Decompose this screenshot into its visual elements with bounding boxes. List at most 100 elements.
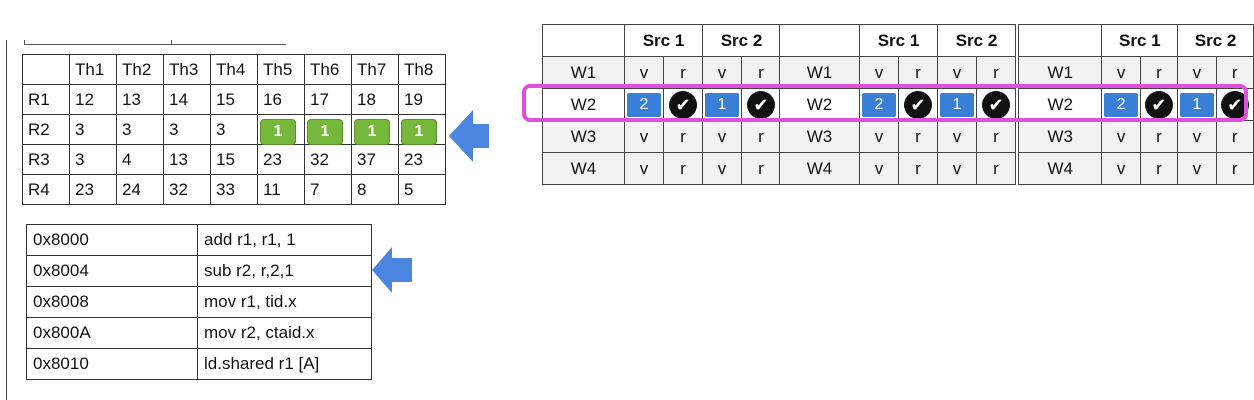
- register-header-cell: Th4: [210, 54, 258, 85]
- register-header-cell: Th6: [304, 54, 352, 85]
- warp-row-w1: W1 v r v r: [542, 56, 781, 89]
- valid-flag: v: [937, 152, 977, 185]
- warp-name: W1: [1017, 56, 1103, 89]
- valid-flag: v: [859, 152, 899, 185]
- warp-row-w2: W2 2 ✔ 1 ✔: [779, 88, 1016, 121]
- check-circle-icon: ✔: [982, 90, 1010, 119]
- src-id-badge: 1: [1179, 92, 1214, 117]
- valid-flag: v: [937, 120, 977, 153]
- register-value: 8: [351, 174, 399, 205]
- instruction-address: 0x8010: [26, 348, 198, 380]
- register-value: 7: [304, 174, 352, 205]
- register-value: 13: [116, 84, 164, 115]
- src-value-cell: 2: [624, 88, 664, 121]
- instruction-address: 0x8008: [26, 286, 198, 318]
- ready-flag: r: [663, 152, 703, 185]
- ready-cell: ✔: [976, 88, 1016, 121]
- ready-flag: r: [1139, 56, 1179, 89]
- src-id-badge: 1: [705, 92, 739, 117]
- ready-flag: r: [1215, 152, 1254, 185]
- ready-flag: r: [663, 120, 703, 153]
- instruction-op: ld.shared r1 [A]: [197, 348, 372, 380]
- ready-flag: r: [976, 120, 1016, 153]
- warp-row-w1: W1 v r v r: [1017, 56, 1254, 89]
- register-row-r1: R1 12 13 14 15 16 17 18 19: [22, 84, 446, 115]
- ready-cell: ✔: [898, 88, 938, 121]
- warp-row-w4: W4 v r v r: [1017, 152, 1254, 185]
- register-value-updated: 1: [351, 114, 399, 145]
- ready-cell: ✔: [1139, 88, 1179, 121]
- register-value: 19: [398, 84, 446, 115]
- valid-flag: v: [1177, 120, 1217, 153]
- ready-cell: ✔: [741, 88, 781, 121]
- register-value: 3: [69, 144, 117, 175]
- register-value: 12: [69, 84, 117, 115]
- register-value: 32: [163, 174, 211, 205]
- instruction-op: add r1, r1, 1: [197, 224, 372, 256]
- register-value: 11: [257, 174, 305, 205]
- register-row-r4: R4 23 24 32 33 11 7 8 5: [22, 174, 446, 205]
- register-name: R2: [22, 114, 70, 145]
- src2-header: Src 2: [1177, 24, 1254, 57]
- register-value: 16: [257, 84, 305, 115]
- register-table: Th1 Th2 Th3 Th4 Th5 Th6 Th7 Th8 R1 12 13…: [22, 54, 446, 205]
- register-value: 3: [210, 114, 258, 145]
- src-id-badge: 1: [940, 92, 974, 117]
- register-name: R1: [22, 84, 70, 115]
- check-circle-icon: ✔: [904, 90, 932, 119]
- register-header-cell: Th2: [116, 54, 164, 85]
- valid-flag: v: [702, 152, 742, 185]
- register-value: 23: [69, 174, 117, 205]
- register-value: 33: [210, 174, 258, 205]
- register-value-updated: 1: [304, 114, 352, 145]
- w2-highlight-box: [522, 84, 1248, 122]
- warp-header-row: Src 1 Src 2: [542, 24, 781, 57]
- register-value: 3: [163, 114, 211, 145]
- register-header-cell: Th5: [257, 54, 305, 85]
- register-value: 4: [116, 144, 164, 175]
- warp-row-w4: W4 v r v r: [542, 152, 781, 185]
- register-value-updated: 1: [398, 114, 446, 145]
- warp-scoreboard-table: Src 1 Src 2 W1 v r v r W2 2 ✔ 1 ✔ W3 v r v r W4 v r v r: [779, 24, 1016, 185]
- register-header-cell: Th1: [69, 54, 117, 85]
- warp-name: W2: [779, 88, 860, 121]
- ready-flag: r: [663, 56, 703, 89]
- instruction-op: mov r2, ctaid.x: [197, 317, 372, 349]
- register-value: 13: [163, 144, 211, 175]
- ready-flag: r: [1215, 56, 1254, 89]
- warp-header-empty: [1017, 24, 1103, 57]
- register-value: 14: [163, 84, 211, 115]
- warp-row-w4: W4 v r v r: [779, 152, 1016, 185]
- ready-flag: r: [741, 56, 781, 89]
- warp-name: W2: [1017, 88, 1103, 121]
- register-value: 18: [351, 84, 399, 115]
- warp-header-row: Src 1 Src 2: [1017, 24, 1254, 57]
- ready-flag: r: [741, 120, 781, 153]
- ready-flag: r: [898, 120, 938, 153]
- instruction-address: 0x8004: [26, 255, 198, 287]
- register-header-row: Th1 Th2 Th3 Th4 Th5 Th6 Th7 Th8: [22, 54, 446, 85]
- top-bracket-line: [24, 40, 286, 45]
- register-header-cell: Th7: [351, 54, 399, 85]
- instruction-op: sub r2, r,2,1: [197, 255, 372, 287]
- updated-value-badge: 1: [354, 118, 390, 145]
- src1-header: Src 1: [624, 24, 703, 57]
- warp-scoreboard-table: Src 1 Src 2 W1 v r v r W2 2 ✔ 1 ✔ W3 v r v r W4 v r v r: [1017, 24, 1254, 185]
- instruction-row: 0x8010 ld.shared r1 [A]: [26, 348, 372, 380]
- src1-header: Src 1: [1101, 24, 1179, 57]
- valid-flag: v: [1101, 120, 1141, 153]
- warp-row-w1: W1 v r v r: [779, 56, 1016, 89]
- instruction-address: 0x8000: [26, 224, 198, 256]
- register-value: 3: [116, 114, 164, 145]
- valid-flag: v: [624, 120, 664, 153]
- check-circle-icon: ✔: [669, 90, 697, 119]
- register-name: R4: [22, 174, 70, 205]
- ready-flag: r: [741, 152, 781, 185]
- register-value: 3: [69, 114, 117, 145]
- check-circle-icon: ✔: [747, 90, 775, 119]
- warp-name: W3: [1017, 120, 1103, 153]
- ready-flag: r: [898, 152, 938, 185]
- valid-flag: v: [859, 56, 899, 89]
- register-value: 37: [351, 144, 399, 175]
- updated-value-badge: 1: [260, 118, 296, 145]
